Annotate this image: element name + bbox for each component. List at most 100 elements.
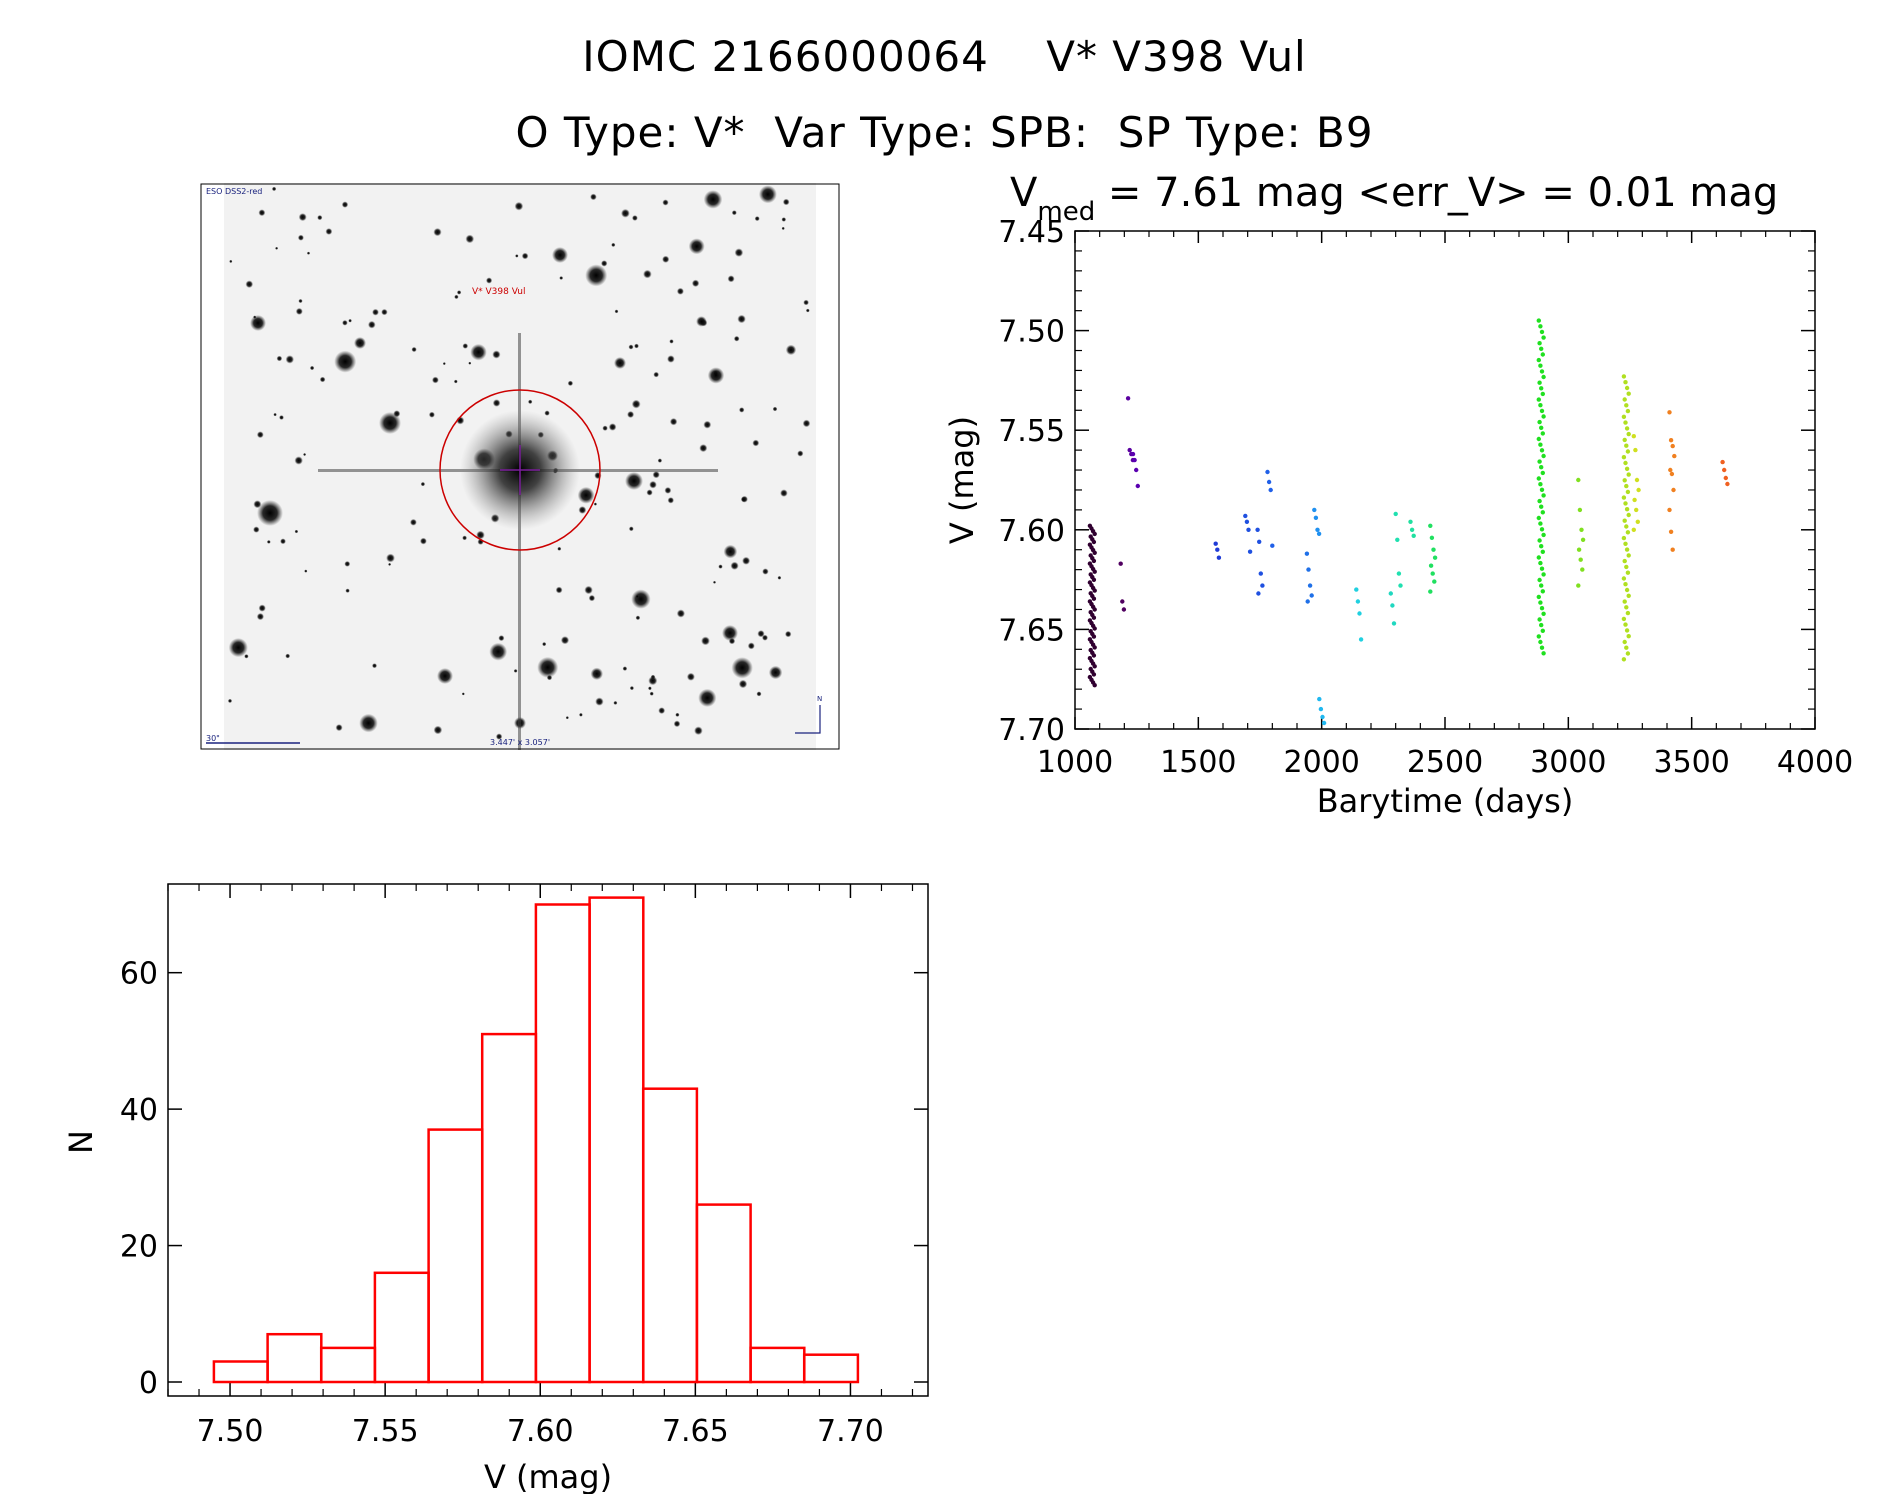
lightcurve-point	[1432, 555, 1438, 560]
finder-star	[762, 568, 769, 575]
lightcurve-point	[1626, 472, 1631, 477]
lightcurve-point	[1626, 431, 1631, 437]
finder-star	[613, 700, 618, 705]
finder-star	[544, 410, 550, 416]
lightcurve-point	[1626, 512, 1631, 518]
lightcurve-xtick-label: 2500	[1407, 745, 1483, 780]
lightcurve-points	[1087, 318, 1730, 726]
lightcurve-point	[1411, 533, 1416, 538]
histogram-xtick-label: 7.70	[817, 1414, 884, 1449]
lightcurve-point	[1307, 583, 1313, 588]
finder-star	[294, 456, 303, 465]
histogram-ytick-label: 40	[120, 1093, 158, 1128]
lightcurve-point	[1537, 617, 1542, 622]
finder-star	[673, 720, 681, 728]
lightcurve-point	[1625, 449, 1631, 454]
histogram-bar	[319, 1346, 377, 1384]
lightcurve-point	[1213, 541, 1218, 546]
finder-star	[303, 453, 307, 456]
finder-star	[614, 357, 626, 369]
lightcurve-point	[1539, 425, 1544, 430]
lightcurve-point	[1092, 664, 1097, 669]
finder-star	[648, 676, 658, 686]
lightcurve-point	[1132, 457, 1137, 463]
lightcurve-point	[1624, 483, 1629, 489]
finder-star	[257, 500, 283, 526]
finder-star	[560, 636, 570, 645]
finder-star	[542, 642, 547, 647]
lightcurve-point	[1538, 560, 1543, 566]
lightcurve-point	[1390, 603, 1395, 608]
finder-star	[348, 318, 352, 323]
finder-star	[298, 298, 303, 304]
north-label: N	[817, 695, 822, 703]
finder-star	[470, 343, 487, 361]
lightcurve-point	[1398, 583, 1403, 588]
finder-star	[649, 480, 657, 489]
lightcurve-point	[1409, 527, 1415, 532]
lightcurve-point	[1312, 507, 1317, 513]
lightcurve-point	[1541, 611, 1546, 616]
finder-star	[492, 399, 501, 407]
finder-star	[584, 585, 593, 595]
lightcurve-point	[1720, 459, 1725, 465]
lightcurve-point	[1540, 391, 1546, 397]
finder-star	[465, 234, 475, 244]
lightcurve-point	[1538, 324, 1543, 329]
finder-star	[669, 418, 678, 426]
lightcurve-point	[1092, 531, 1097, 537]
lightcurve-chart: Vmed = 7.61 mag <err_V> = 0.01 mag 1000 1…	[943, 170, 1853, 820]
lightcurve-point	[1625, 651, 1631, 656]
lightcurve-point	[1127, 447, 1132, 453]
lightcurve-ytick-label: 7.45	[998, 215, 1065, 250]
finder-star	[803, 299, 809, 306]
lightcurve-point	[1576, 477, 1581, 483]
lightcurve-title-main: V	[1010, 170, 1038, 216]
finder-star	[486, 277, 493, 284]
lightcurve-point	[1624, 564, 1629, 570]
finder-star	[253, 526, 260, 533]
lightcurve-point	[1428, 563, 1434, 568]
lightcurve-point	[1621, 455, 1627, 460]
finder-star	[699, 444, 708, 453]
lightcurve-point	[1540, 352, 1546, 357]
lightcurve-point	[1623, 582, 1628, 587]
histogram-bar	[373, 1271, 430, 1384]
lightcurve-point	[1092, 607, 1097, 612]
lightcurve-point	[1672, 453, 1677, 459]
lightcurve-point	[1537, 577, 1542, 583]
lightcurve-ytick-label: 7.55	[998, 414, 1065, 449]
finder-star	[590, 667, 603, 680]
lightcurve-point	[1309, 593, 1314, 598]
finder-star	[631, 399, 641, 409]
lightcurve-point	[1636, 487, 1641, 493]
lightcurve-point	[1091, 634, 1097, 639]
lightcurve-point	[1091, 539, 1097, 545]
finder-star	[595, 697, 604, 706]
lightcurve-point	[1537, 341, 1542, 346]
finder-star	[703, 420, 712, 429]
finder-star	[662, 255, 670, 263]
finder-star	[476, 530, 485, 540]
finder-star	[275, 246, 279, 250]
finder-star	[601, 260, 608, 267]
finder-star	[608, 423, 617, 431]
lightcurve-point	[1622, 478, 1627, 483]
lightcurve-point	[1624, 507, 1630, 512]
finder-star	[250, 315, 266, 331]
lightcurve-point	[1092, 683, 1097, 688]
histogram-ytick-label: 20	[120, 1230, 158, 1265]
finder-star	[386, 553, 395, 563]
lightcurve-point	[1539, 645, 1545, 650]
lightcurve-point	[1255, 527, 1260, 532]
finder-star	[276, 355, 283, 362]
finder-star	[686, 672, 695, 681]
finder-star	[244, 654, 249, 659]
histogram-xtick-label: 7.65	[662, 1414, 729, 1449]
histogram-bar	[802, 1353, 860, 1384]
finder-star	[742, 556, 751, 565]
lightcurve-point	[1396, 571, 1402, 576]
finder-star	[319, 376, 326, 383]
finder-star	[271, 186, 277, 192]
